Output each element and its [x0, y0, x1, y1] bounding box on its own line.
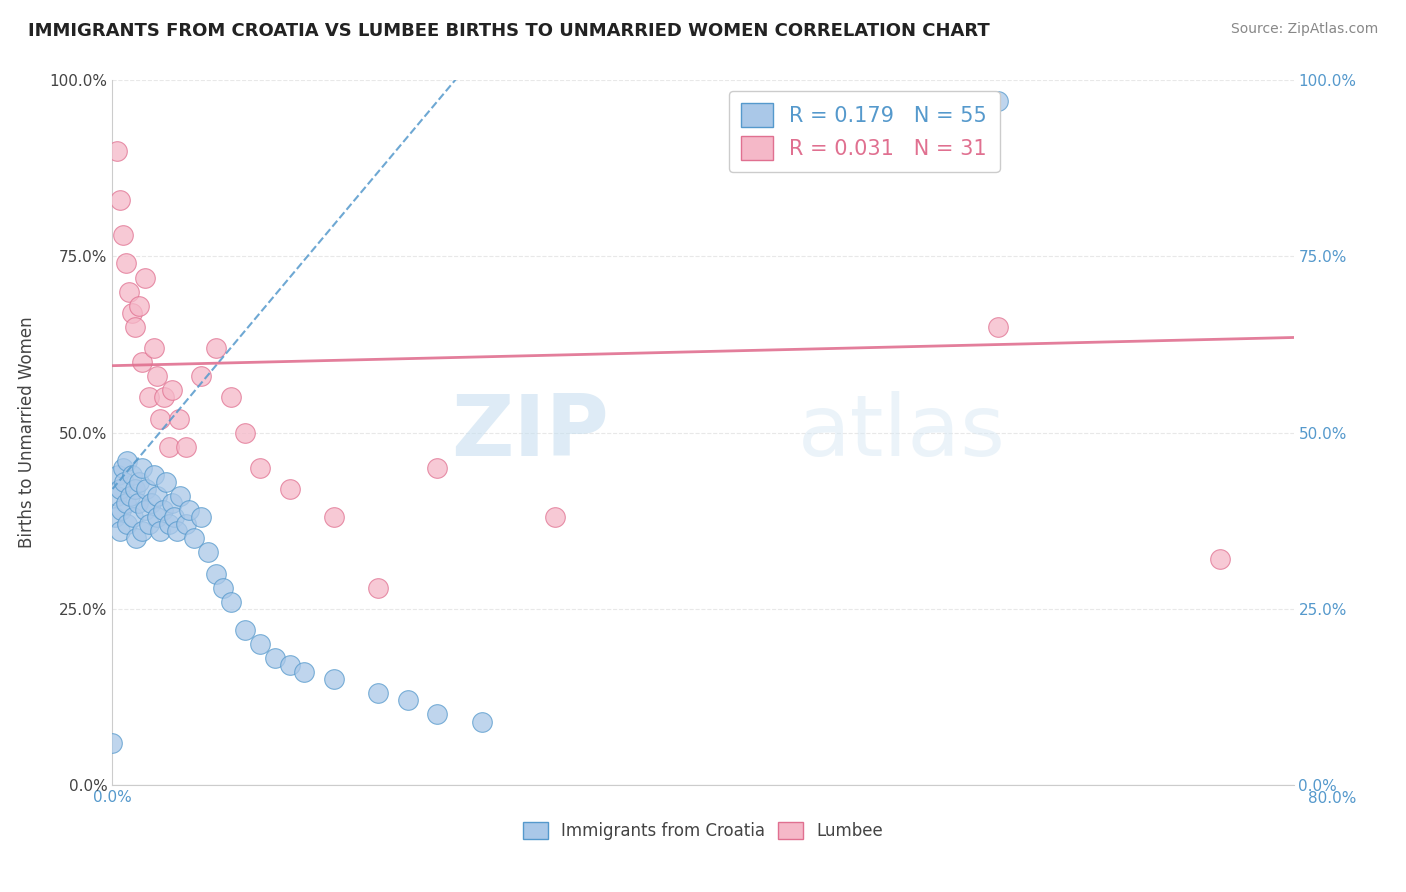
Point — [155, 475, 177, 489]
Point — [131, 355, 153, 369]
Point — [121, 306, 143, 320]
Point — [104, 510, 127, 524]
Point — [205, 566, 228, 581]
Point — [157, 517, 180, 532]
Point — [249, 637, 271, 651]
Point — [138, 391, 160, 405]
Point — [149, 524, 172, 539]
Point — [219, 391, 242, 405]
Point — [134, 270, 156, 285]
Point — [128, 299, 150, 313]
Point — [125, 532, 148, 546]
Point — [174, 517, 197, 532]
Point — [1208, 552, 1232, 566]
Point — [124, 320, 146, 334]
Point — [122, 510, 145, 524]
Point — [544, 510, 567, 524]
Y-axis label: Births to Unmarried Women: Births to Unmarried Women — [18, 317, 35, 549]
Point — [142, 341, 165, 355]
Point — [190, 510, 212, 524]
Point — [121, 467, 143, 482]
Point — [174, 440, 197, 454]
Point — [183, 532, 205, 546]
Point — [111, 228, 134, 243]
Point — [190, 369, 212, 384]
Point — [169, 489, 191, 503]
Text: IMMIGRANTS FROM CROATIA VS LUMBEE BIRTHS TO UNMARRIED WOMEN CORRELATION CHART: IMMIGRANTS FROM CROATIA VS LUMBEE BIRTHS… — [28, 22, 990, 40]
Point — [323, 673, 346, 687]
Point — [114, 496, 136, 510]
Point — [987, 95, 1010, 109]
Point — [124, 482, 146, 496]
Point — [142, 467, 165, 482]
Point — [105, 489, 128, 503]
Point — [131, 460, 153, 475]
Point — [128, 475, 150, 489]
Text: atlas: atlas — [797, 391, 1005, 475]
Point — [120, 489, 142, 503]
Point — [111, 460, 134, 475]
Text: ZIP: ZIP — [451, 391, 609, 475]
Point — [105, 144, 128, 158]
Point — [110, 503, 132, 517]
Point — [163, 510, 186, 524]
Point — [134, 503, 156, 517]
Point — [139, 496, 162, 510]
Point — [101, 736, 124, 750]
Point — [323, 510, 346, 524]
Point — [127, 496, 149, 510]
Point — [117, 454, 138, 468]
Point — [152, 503, 174, 517]
Point — [212, 581, 235, 595]
Point — [987, 320, 1010, 334]
Point — [426, 460, 449, 475]
Point — [197, 545, 219, 559]
Point — [108, 482, 131, 496]
Point — [108, 193, 131, 207]
Point — [114, 256, 136, 270]
Point — [138, 517, 160, 532]
Point — [135, 482, 157, 496]
Point — [153, 391, 176, 405]
Point — [264, 651, 287, 665]
Point — [233, 425, 256, 440]
Point — [471, 714, 494, 729]
Point — [278, 658, 301, 673]
Point — [112, 475, 135, 489]
Text: Source: ZipAtlas.com: Source: ZipAtlas.com — [1230, 22, 1378, 37]
Point — [131, 524, 153, 539]
Point — [107, 467, 129, 482]
Text: 80.0%: 80.0% — [1309, 791, 1357, 805]
Point — [396, 693, 419, 707]
Point — [118, 285, 141, 299]
Point — [219, 595, 242, 609]
Point — [146, 510, 169, 524]
Point — [233, 623, 256, 637]
Point — [117, 517, 138, 532]
Point — [179, 503, 201, 517]
Point — [146, 369, 169, 384]
Point — [149, 411, 172, 425]
Point — [426, 707, 449, 722]
Point — [166, 524, 188, 539]
Point — [292, 665, 315, 680]
Point — [160, 496, 183, 510]
Point — [157, 440, 180, 454]
Point — [367, 581, 389, 595]
Point — [278, 482, 301, 496]
Point — [367, 686, 389, 700]
Point — [249, 460, 271, 475]
Point — [205, 341, 228, 355]
Point — [146, 489, 169, 503]
Legend: Immigrants from Croatia, Lumbee: Immigrants from Croatia, Lumbee — [516, 815, 890, 847]
Point — [160, 384, 183, 398]
Point — [108, 524, 131, 539]
Point — [167, 411, 190, 425]
